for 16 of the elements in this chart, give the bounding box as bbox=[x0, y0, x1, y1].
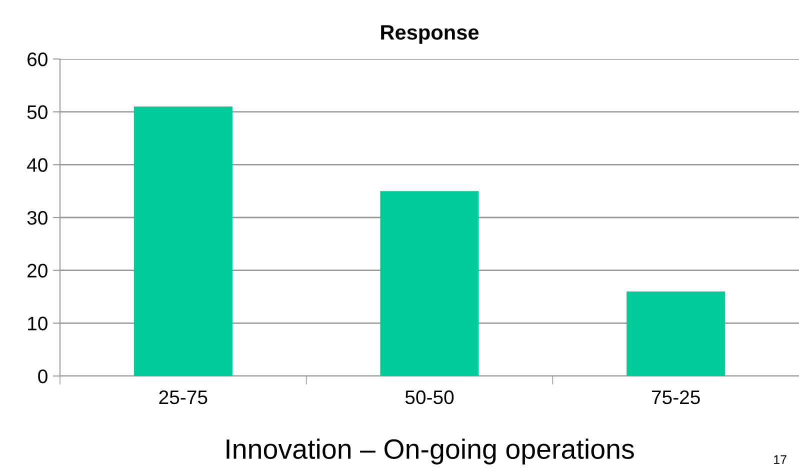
y-tick-label: 10 bbox=[28, 316, 48, 330]
text: 17 bbox=[774, 455, 786, 464]
y-tick-label: 30 bbox=[27, 210, 48, 225]
chart-title: Response bbox=[381, 25, 479, 44]
x-tick-label: 75-25 bbox=[652, 390, 700, 404]
bar bbox=[626, 291, 726, 376]
y-tick-label: 40 bbox=[27, 158, 48, 172]
x-axis-title: Innovation – On-going operations bbox=[226, 438, 634, 464]
y-tick-label: 60 bbox=[28, 52, 48, 66]
x-tick-label: 50-50 bbox=[405, 390, 454, 404]
bar bbox=[380, 191, 479, 376]
y-tick-label: 20 bbox=[28, 264, 48, 278]
y-tick-label: 50 bbox=[27, 105, 48, 120]
x-tick-label: 25-75 bbox=[159, 390, 208, 404]
bar bbox=[134, 106, 232, 376]
y-tick-label: 0 bbox=[38, 369, 48, 384]
